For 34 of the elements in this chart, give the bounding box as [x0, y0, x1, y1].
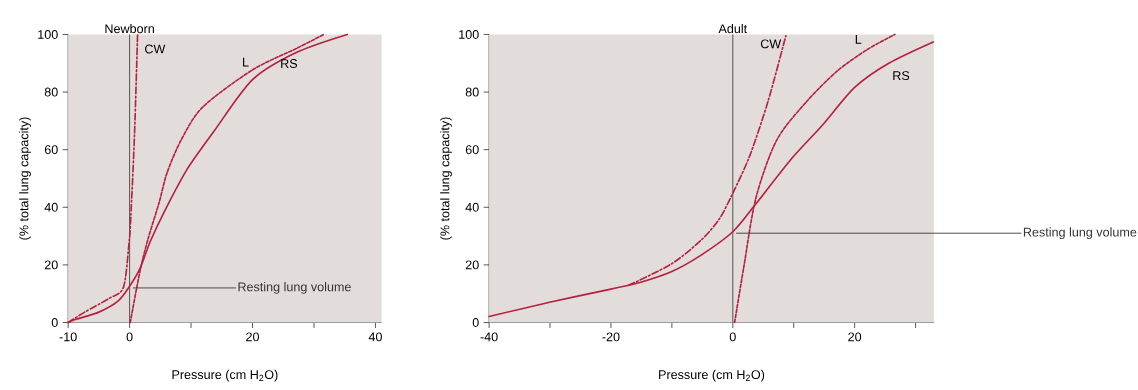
y-tick-label: 0 — [51, 318, 58, 328]
y-tick-label: 60 — [465, 145, 479, 155]
series-label: L — [243, 57, 249, 67]
chart-title: Adult — [718, 24, 748, 34]
x-tick-label: 0 — [729, 332, 736, 342]
x-tick-label: 20 — [246, 332, 260, 342]
y-tick-label: 100 — [38, 30, 58, 40]
series-label: L — [855, 35, 862, 44]
y-tick-label: 100 — [459, 30, 479, 40]
y-tick-label: 80 — [465, 87, 479, 97]
x-tick-label: -40 — [480, 332, 498, 342]
y-tick-label: 20 — [465, 260, 479, 270]
series-label: CW — [760, 39, 782, 49]
series-label: RS — [893, 71, 910, 81]
chart-title: Newborn — [105, 24, 154, 34]
y-tick-label: 40 — [465, 202, 479, 212]
y-tick-label: 80 — [44, 87, 58, 97]
y-axis-title: (% total lung capacity) — [19, 117, 31, 240]
y-tick-label: 0 — [472, 318, 479, 328]
series-label: RS — [281, 59, 298, 69]
y-tick-label: 60 — [44, 145, 58, 155]
annotation: Resting lung volume — [238, 282, 351, 294]
x-tick-label: -10 — [59, 332, 77, 342]
x-tick-label: 0 — [126, 332, 133, 342]
x-tick-label: 20 — [848, 332, 862, 342]
x-tick-label: -20 — [602, 332, 620, 342]
y-axis-title: (% total lung capacity) — [440, 117, 452, 240]
series-label: CW — [145, 44, 166, 54]
x-axis-title: Pressure (cm H$_{2}$O) — [659, 369, 765, 382]
y-tick-label: 20 — [44, 260, 58, 270]
y-tick-label: 40 — [44, 202, 58, 212]
x-tick-label: 40 — [368, 332, 382, 342]
annotation: Resting lung volume — [1023, 227, 1137, 240]
x-axis-title: Pressure (cm H$_{2}$O) — [172, 369, 278, 382]
